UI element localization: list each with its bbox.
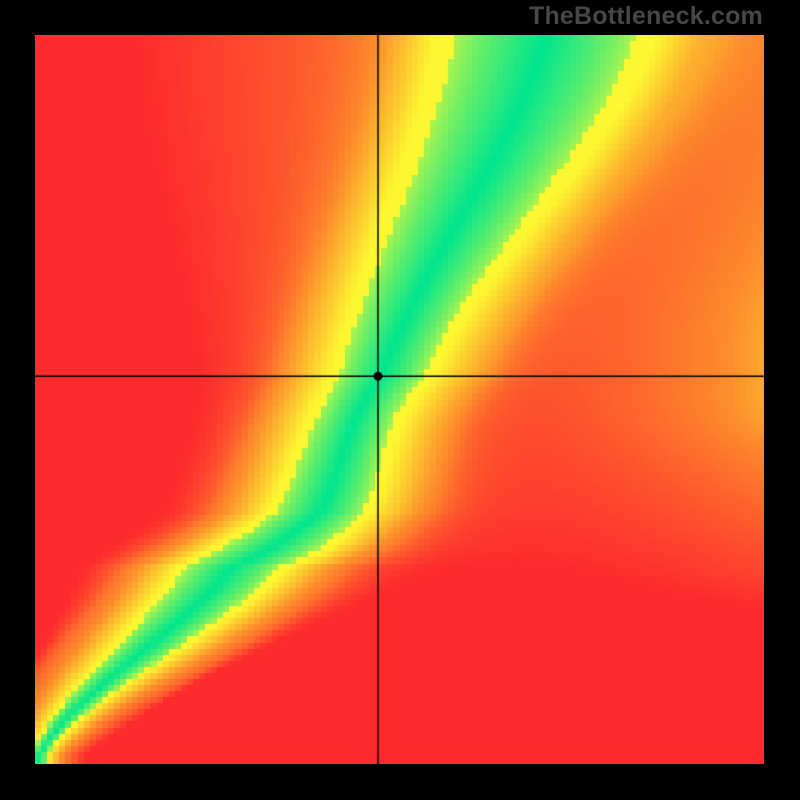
- watermark-text: TheBottleneck.com: [529, 2, 763, 31]
- bottleneck-heatmap: [35, 35, 764, 764]
